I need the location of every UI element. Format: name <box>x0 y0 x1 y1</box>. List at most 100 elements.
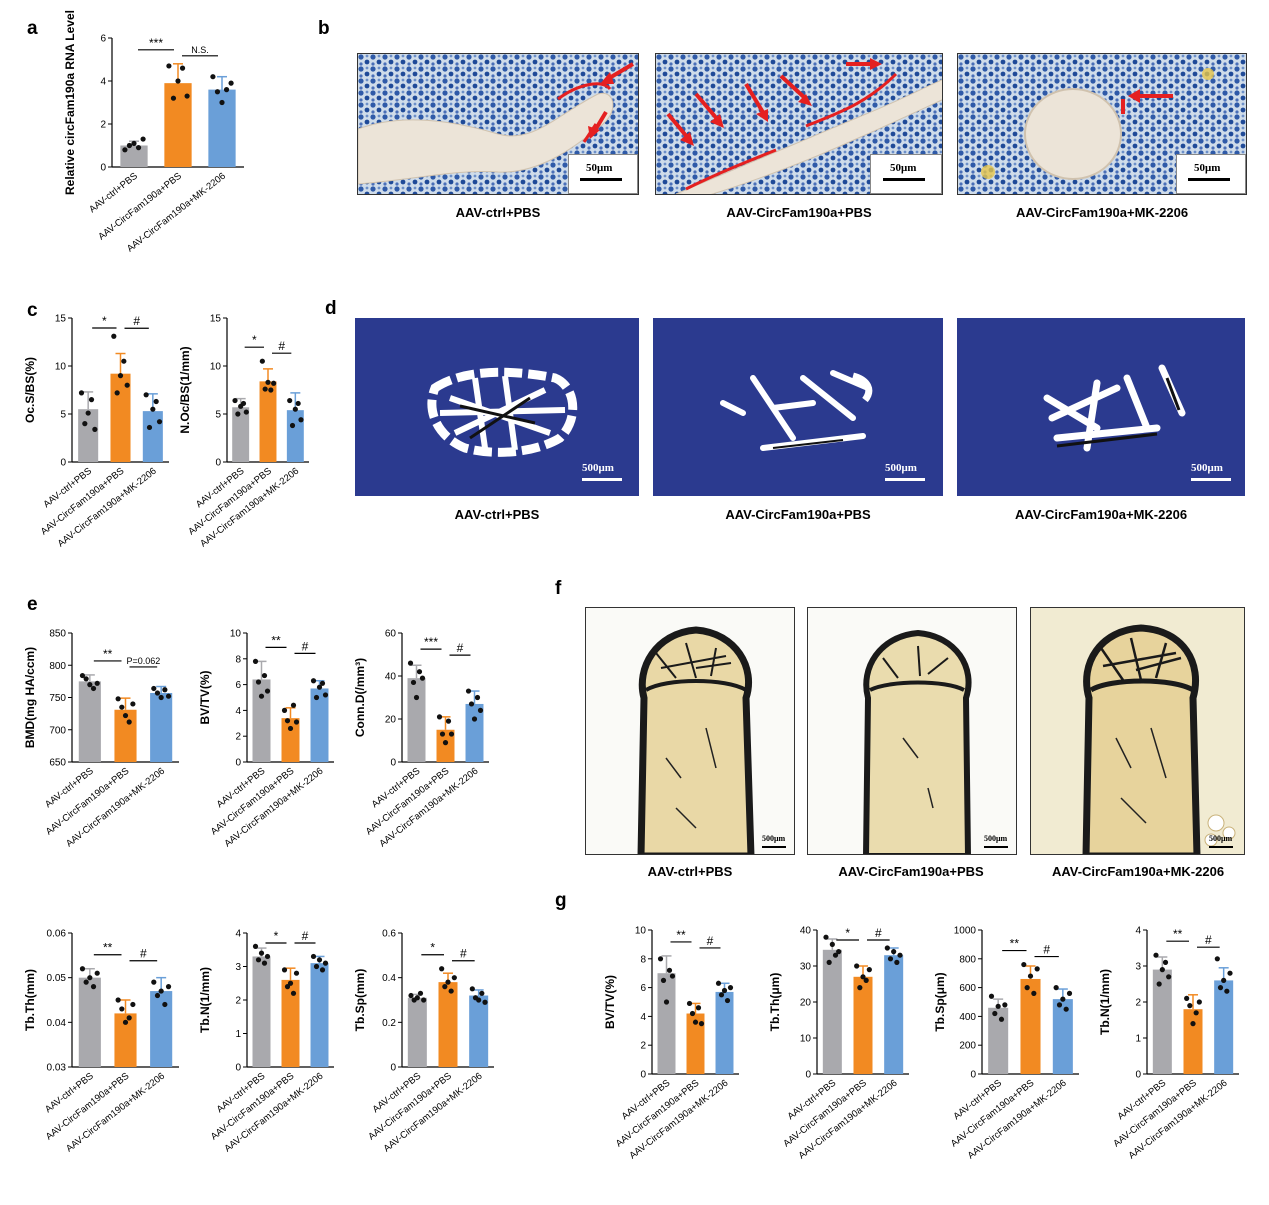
data-point <box>1221 977 1227 983</box>
data-point <box>124 382 130 388</box>
scale-bar-label: 50μm <box>890 162 917 174</box>
data-point <box>866 967 872 973</box>
scale-bar-label: 500μm <box>762 834 786 843</box>
y-axis-label: Tb.N(1/mm) <box>1098 969 1112 1035</box>
y-tick-label: 5 <box>215 410 221 421</box>
bar-chart-e6: 00.20.40.6Tb.Sp(mm)AAV-ctrl+PBSAAV-CircF… <box>353 929 494 1155</box>
bar <box>310 688 329 762</box>
bone-section-ctrl: 500μm <box>585 607 795 855</box>
data-point <box>988 993 995 999</box>
bar-chart-g3: 02004006008001000Tb.Sp(μm)AAV-ctrl+PBSAA… <box>933 926 1079 1162</box>
significance-label: # <box>460 947 467 961</box>
bar-chart-e3: 0204060Conn.D(/mm³)AAV-ctrl+PBSAAV-CircF… <box>353 629 489 850</box>
y-tick-label: 0.6 <box>382 929 396 940</box>
bar <box>1020 978 1041 1074</box>
y-axis-label: BMD(mg HA/ccm) <box>23 647 37 748</box>
y-tick-label: 0 <box>970 1070 976 1081</box>
data-point <box>1053 985 1059 991</box>
y-tick-label: 6 <box>640 983 646 994</box>
data-point <box>727 985 734 991</box>
significance-label: # <box>140 947 147 961</box>
data-point <box>448 988 454 994</box>
scale-bar-label: 50μm <box>1194 162 1221 174</box>
microct-image-circ: 500μm <box>653 318 943 496</box>
caption-d-ctrl: AAV-ctrl+PBS <box>454 507 540 522</box>
data-point <box>154 992 161 999</box>
bar <box>281 979 300 1067</box>
caption-b-mk: AAV-CircFam190a+MK-2206 <box>1015 205 1189 220</box>
data-point <box>1196 999 1202 1005</box>
y-tick-label: 0 <box>215 458 221 469</box>
bone-drawing <box>863 629 972 854</box>
significance-label: # <box>1205 933 1212 947</box>
data-point <box>863 977 869 983</box>
data-point <box>165 984 172 990</box>
data-point <box>284 984 291 990</box>
trabecular-drawing <box>427 367 578 457</box>
data-point <box>292 406 298 412</box>
significance-label: ** <box>103 941 113 955</box>
y-axis-label: Tb.Sp(mm) <box>353 969 367 1032</box>
histology-image-ctrl: 50μm <box>357 53 639 195</box>
data-point <box>268 387 274 393</box>
data-point <box>255 679 262 685</box>
bar <box>259 381 277 462</box>
data-point <box>468 701 475 707</box>
y-axis-label: Tb.Sp(μm) <box>933 972 947 1031</box>
bar <box>469 995 489 1067</box>
y-tick-label: 0 <box>390 1063 396 1074</box>
bone-section-mk: 500μm <box>1030 607 1245 855</box>
significance-label: # <box>875 926 882 940</box>
significance-label: # <box>302 929 309 943</box>
bar <box>150 692 173 762</box>
scale-bar-label: 50μm <box>586 162 613 174</box>
data-point <box>122 1019 129 1025</box>
scale-bar-label: 500μm <box>1191 462 1223 474</box>
y-tick-label: 2 <box>640 1041 646 1052</box>
bar <box>114 1013 137 1067</box>
data-point <box>119 704 125 710</box>
y-tick-label: 4 <box>235 929 241 940</box>
data-point <box>158 694 164 701</box>
data-point <box>1190 1021 1196 1027</box>
data-point <box>243 409 249 415</box>
data-point <box>210 74 216 80</box>
data-point <box>131 140 137 146</box>
data-point <box>319 680 326 686</box>
data-point <box>151 685 157 692</box>
data-point <box>82 421 88 427</box>
data-point <box>184 93 190 99</box>
y-tick-label: 10 <box>230 629 242 640</box>
y-tick-label: 20 <box>800 998 812 1009</box>
bar <box>232 407 250 462</box>
bone-section-circ: 500μm <box>807 607 1017 855</box>
data-point <box>407 660 414 666</box>
data-point <box>1214 956 1220 962</box>
bar <box>438 982 458 1067</box>
y-tick-label: 3 <box>235 962 241 973</box>
data-point <box>284 718 291 724</box>
y-tick-label: 3 <box>1135 962 1141 973</box>
data-point <box>119 1006 125 1012</box>
significance-label: * <box>274 929 279 943</box>
data-point <box>235 411 241 417</box>
bar-chart-e2: 0246810BV/TV(%)AAV-ctrl+PBSAAV-CircFam19… <box>198 629 334 850</box>
y-tick-label: 0 <box>235 758 241 769</box>
data-point <box>695 1005 702 1011</box>
data-point <box>1227 970 1233 976</box>
y-tick-label: 4 <box>1135 926 1141 937</box>
data-point <box>417 990 424 996</box>
y-tick-label: 60 <box>385 629 397 640</box>
data-point <box>319 967 326 973</box>
bar <box>281 718 300 762</box>
data-point <box>310 953 317 960</box>
data-point <box>281 707 288 713</box>
data-point <box>240 400 247 407</box>
bone-drawing <box>1082 624 1236 854</box>
y-tick-label: 8 <box>640 954 646 965</box>
data-point <box>322 692 329 698</box>
y-tick-label: 650 <box>49 758 66 769</box>
data-point <box>416 669 423 675</box>
data-point <box>482 999 488 1005</box>
